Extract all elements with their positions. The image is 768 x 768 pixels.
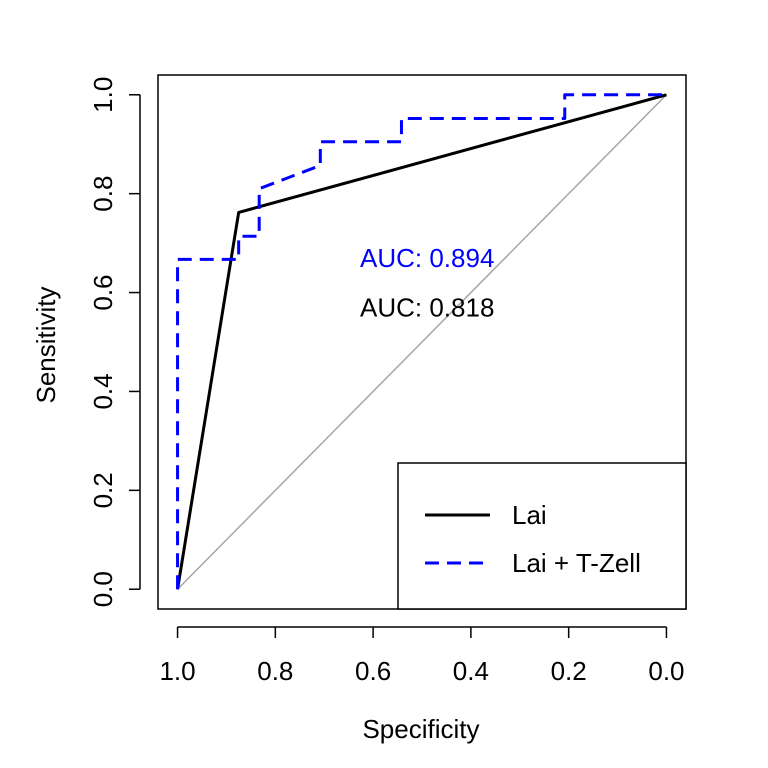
plot-area [176, 93, 667, 590]
x-tick-label: 0.6 [355, 656, 391, 686]
auc-label-combined: AUC: 0.894 [360, 243, 494, 273]
y-tick-label: 1.0 [88, 77, 118, 113]
y-tick-label: 0.0 [88, 571, 118, 607]
reference-diagonal [177, 94, 667, 590]
series-line-lai [176, 93, 667, 590]
x-tick-label: 0.0 [648, 656, 684, 686]
y-axis-label: Sensitivity [31, 286, 61, 403]
x-tick-label: 1.0 [159, 656, 195, 686]
legend-label-lai-tzell: Lai + T-Zell [512, 548, 641, 578]
y-tick-label: 0.4 [88, 373, 118, 409]
x-tick-label: 0.4 [453, 656, 489, 686]
legend-box [397, 462, 687, 610]
y-tick-label: 0.8 [88, 176, 118, 212]
x-tick-label: 0.2 [551, 656, 587, 686]
legend: Lai Lai + T-Zell [397, 462, 687, 610]
legend-label-lai: Lai [512, 500, 547, 530]
series-line-lai-tzell [176, 93, 667, 590]
x-tick-label: 0.8 [257, 656, 293, 686]
auc-label-lai: AUC: 0.818 [360, 292, 494, 322]
axes: 1.0 0.8 0.6 0.4 0.2 0.0 0.0 0.2 0.4 0.6 0.8 1.0 [88, 74, 687, 686]
y-tick-label: 0.6 [88, 274, 118, 310]
x-axis-label: Specificity [362, 714, 479, 744]
annotations: AUC: 0.894 AUC: 0.818 [360, 243, 494, 322]
y-tick-label: 0.2 [88, 472, 118, 508]
